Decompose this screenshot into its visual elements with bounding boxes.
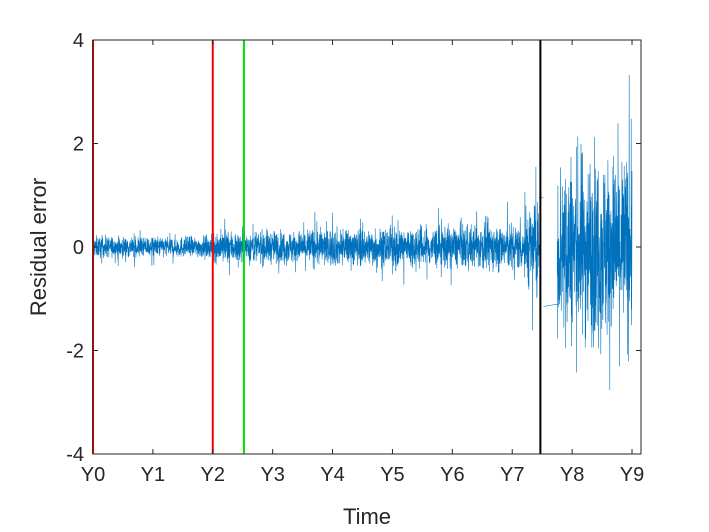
y-tick-label-2: 0 <box>73 237 84 259</box>
y-tick-label-4: 4 <box>73 30 84 52</box>
ticks-layer: Y0 Y1 Y2 Y3 Y4 Y5 Y6 Y7 Y8 Y9 -4 -2 0 2 4 <box>66 30 644 486</box>
y-tick-label-1: -2 <box>66 341 84 363</box>
x-tick-label-3: Y3 <box>260 464 284 486</box>
x-tick-label-1: Y1 <box>141 464 165 486</box>
x-tick-label-9: Y9 <box>620 464 644 486</box>
x-tick-label-6: Y6 <box>440 464 464 486</box>
x-tick-label-5: Y5 <box>380 464 404 486</box>
x-tick-label-4: Y4 <box>320 464 344 486</box>
x-axis-label: Time <box>343 504 391 529</box>
x-tick-label-0: Y0 <box>81 464 105 486</box>
y-tick-label-3: 2 <box>73 134 84 156</box>
y-axis-label: Residual error <box>26 178 51 316</box>
x-tick-label-8: Y8 <box>560 464 584 486</box>
x-tick-label-2: Y2 <box>201 464 225 486</box>
y-tick-label-0: -4 <box>66 444 84 466</box>
x-tick-label-7: Y7 <box>500 464 524 486</box>
